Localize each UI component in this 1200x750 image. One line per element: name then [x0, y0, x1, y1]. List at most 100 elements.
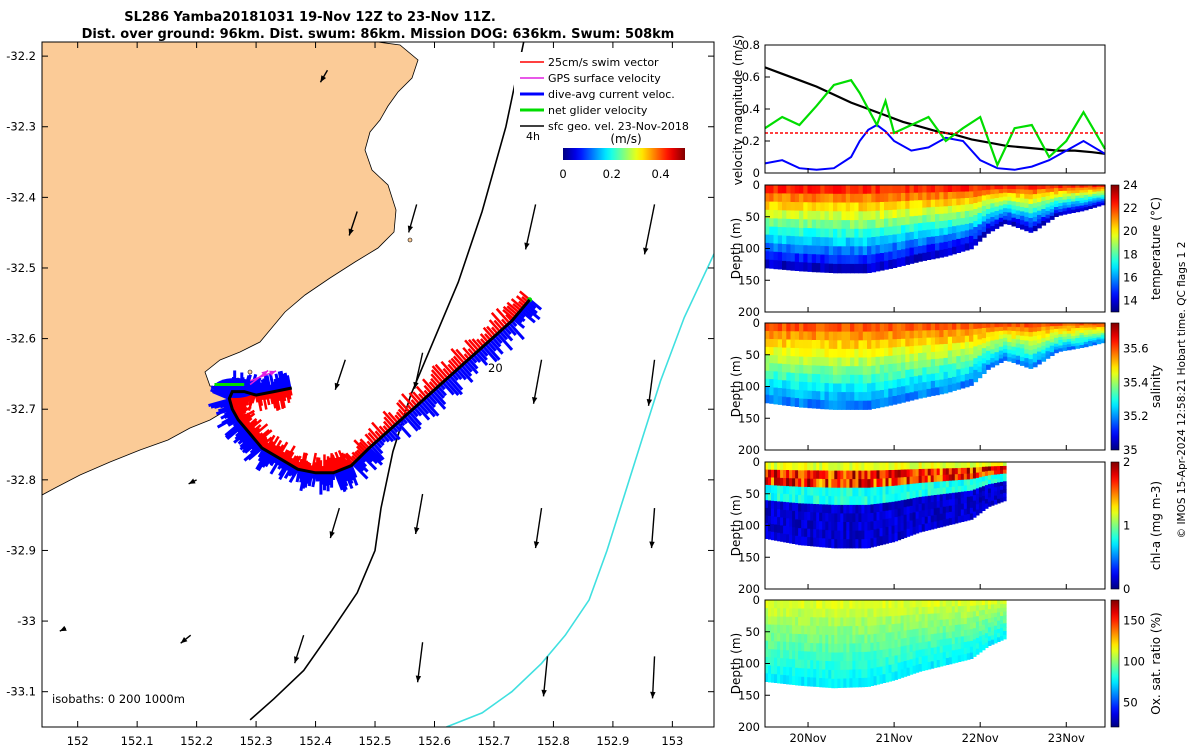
- section-cell: [1071, 336, 1076, 340]
- section-cell: [939, 632, 944, 641]
- section-cell: [875, 210, 881, 220]
- section-cell: [969, 473, 974, 480]
- section-cell: [867, 374, 872, 384]
- section-cell: [879, 193, 885, 203]
- section-cell: [943, 330, 949, 338]
- section-cell: [1020, 335, 1025, 341]
- section-cell: [997, 637, 1001, 642]
- section-cell: [773, 218, 779, 228]
- section-cell: [803, 356, 809, 366]
- dive-avg-vector: [360, 454, 378, 471]
- section-colorbar: [1110, 599, 1120, 728]
- section-cell: [915, 497, 920, 506]
- section-cell: [833, 185, 838, 195]
- section-cell: [799, 210, 804, 220]
- section-cell: [915, 511, 920, 520]
- section-cell: [882, 666, 887, 675]
- section-cell: [850, 246, 855, 256]
- section-cell: [837, 374, 843, 384]
- section-cell: [913, 200, 919, 209]
- section-cell: [786, 478, 790, 487]
- section-cell: [1071, 201, 1076, 205]
- section-cell: [773, 371, 779, 381]
- section-cell: [807, 677, 811, 687]
- section-cell: [833, 255, 838, 265]
- section-cell: [884, 235, 889, 245]
- section-cell: [1007, 185, 1013, 190]
- section-cell: [1003, 619, 1007, 624]
- dive-avg-vector: [444, 379, 460, 397]
- section-cell: [960, 381, 966, 389]
- section-cell: [1011, 334, 1017, 340]
- section-cell: [810, 478, 814, 488]
- velocity-ytick-label: 0.8: [742, 38, 760, 52]
- sfc-geo-arrow-head: [533, 541, 540, 549]
- section-cell: [894, 524, 899, 534]
- section-cell: [969, 347, 974, 355]
- section-cell: [909, 346, 915, 355]
- section-cell: [1075, 328, 1081, 332]
- section-cell: [973, 340, 979, 348]
- section-cell: [1088, 199, 1093, 202]
- section-cell: [987, 484, 992, 490]
- section-cell: [780, 600, 784, 609]
- section-cell: [936, 481, 941, 489]
- section-cell: [994, 638, 998, 644]
- section-cell: [789, 494, 793, 504]
- section-cell: [854, 263, 860, 274]
- section-cell: [777, 624, 781, 634]
- section-cell: [892, 193, 898, 202]
- section-cell: [833, 193, 838, 204]
- section-cell: [850, 383, 855, 393]
- section-cell: [858, 479, 862, 489]
- section-cell: [1058, 203, 1064, 207]
- section-cell: [901, 362, 906, 371]
- section-cell: [903, 522, 908, 531]
- sfc-geo-arrow-head: [329, 531, 335, 539]
- section-cell: [790, 339, 796, 349]
- section-cell: [1092, 338, 1098, 341]
- section-cell: [822, 479, 826, 489]
- section-cell: [1020, 211, 1025, 217]
- section-cell: [879, 210, 885, 220]
- section-cell: [845, 185, 851, 195]
- section-cell: [858, 643, 862, 653]
- section-cell: [858, 504, 862, 515]
- section-cell: [894, 671, 899, 680]
- section-cell: [871, 331, 877, 341]
- dive-avg-vector: [448, 375, 464, 391]
- section-cell: [801, 536, 805, 546]
- swim-vector: [256, 429, 273, 444]
- section-cell: [986, 323, 991, 329]
- section-cell: [973, 364, 979, 371]
- section-cell: [1092, 327, 1098, 331]
- section-cell: [855, 634, 859, 644]
- section-cell: [994, 478, 998, 484]
- section-cell: [915, 469, 920, 477]
- section-cell: [987, 618, 992, 624]
- section-cell: [922, 185, 928, 194]
- section-cell: [828, 513, 832, 523]
- section-cell: [850, 263, 855, 274]
- section-cell: [773, 379, 779, 389]
- section-cell: [956, 198, 962, 206]
- section-cell: [922, 230, 928, 239]
- section-cell: [810, 634, 814, 644]
- section-cell: [765, 251, 770, 261]
- section-cell: [811, 382, 817, 392]
- section-cell: [912, 629, 917, 638]
- section-cell: [1088, 189, 1093, 193]
- section-cell: [807, 348, 813, 358]
- section-cell: [1100, 326, 1106, 330]
- section-cell: [924, 648, 929, 657]
- section-cell: [794, 339, 800, 349]
- section-cell: [852, 600, 856, 610]
- section-colorbar-tick: 20: [1123, 224, 1138, 238]
- section-cell: [947, 336, 953, 345]
- section-cell: [801, 520, 805, 529]
- section-cell: [947, 377, 953, 386]
- section-cell: [1079, 327, 1085, 331]
- section-cell: [945, 645, 950, 653]
- section-cell: [935, 344, 940, 353]
- section-cell: [804, 503, 808, 513]
